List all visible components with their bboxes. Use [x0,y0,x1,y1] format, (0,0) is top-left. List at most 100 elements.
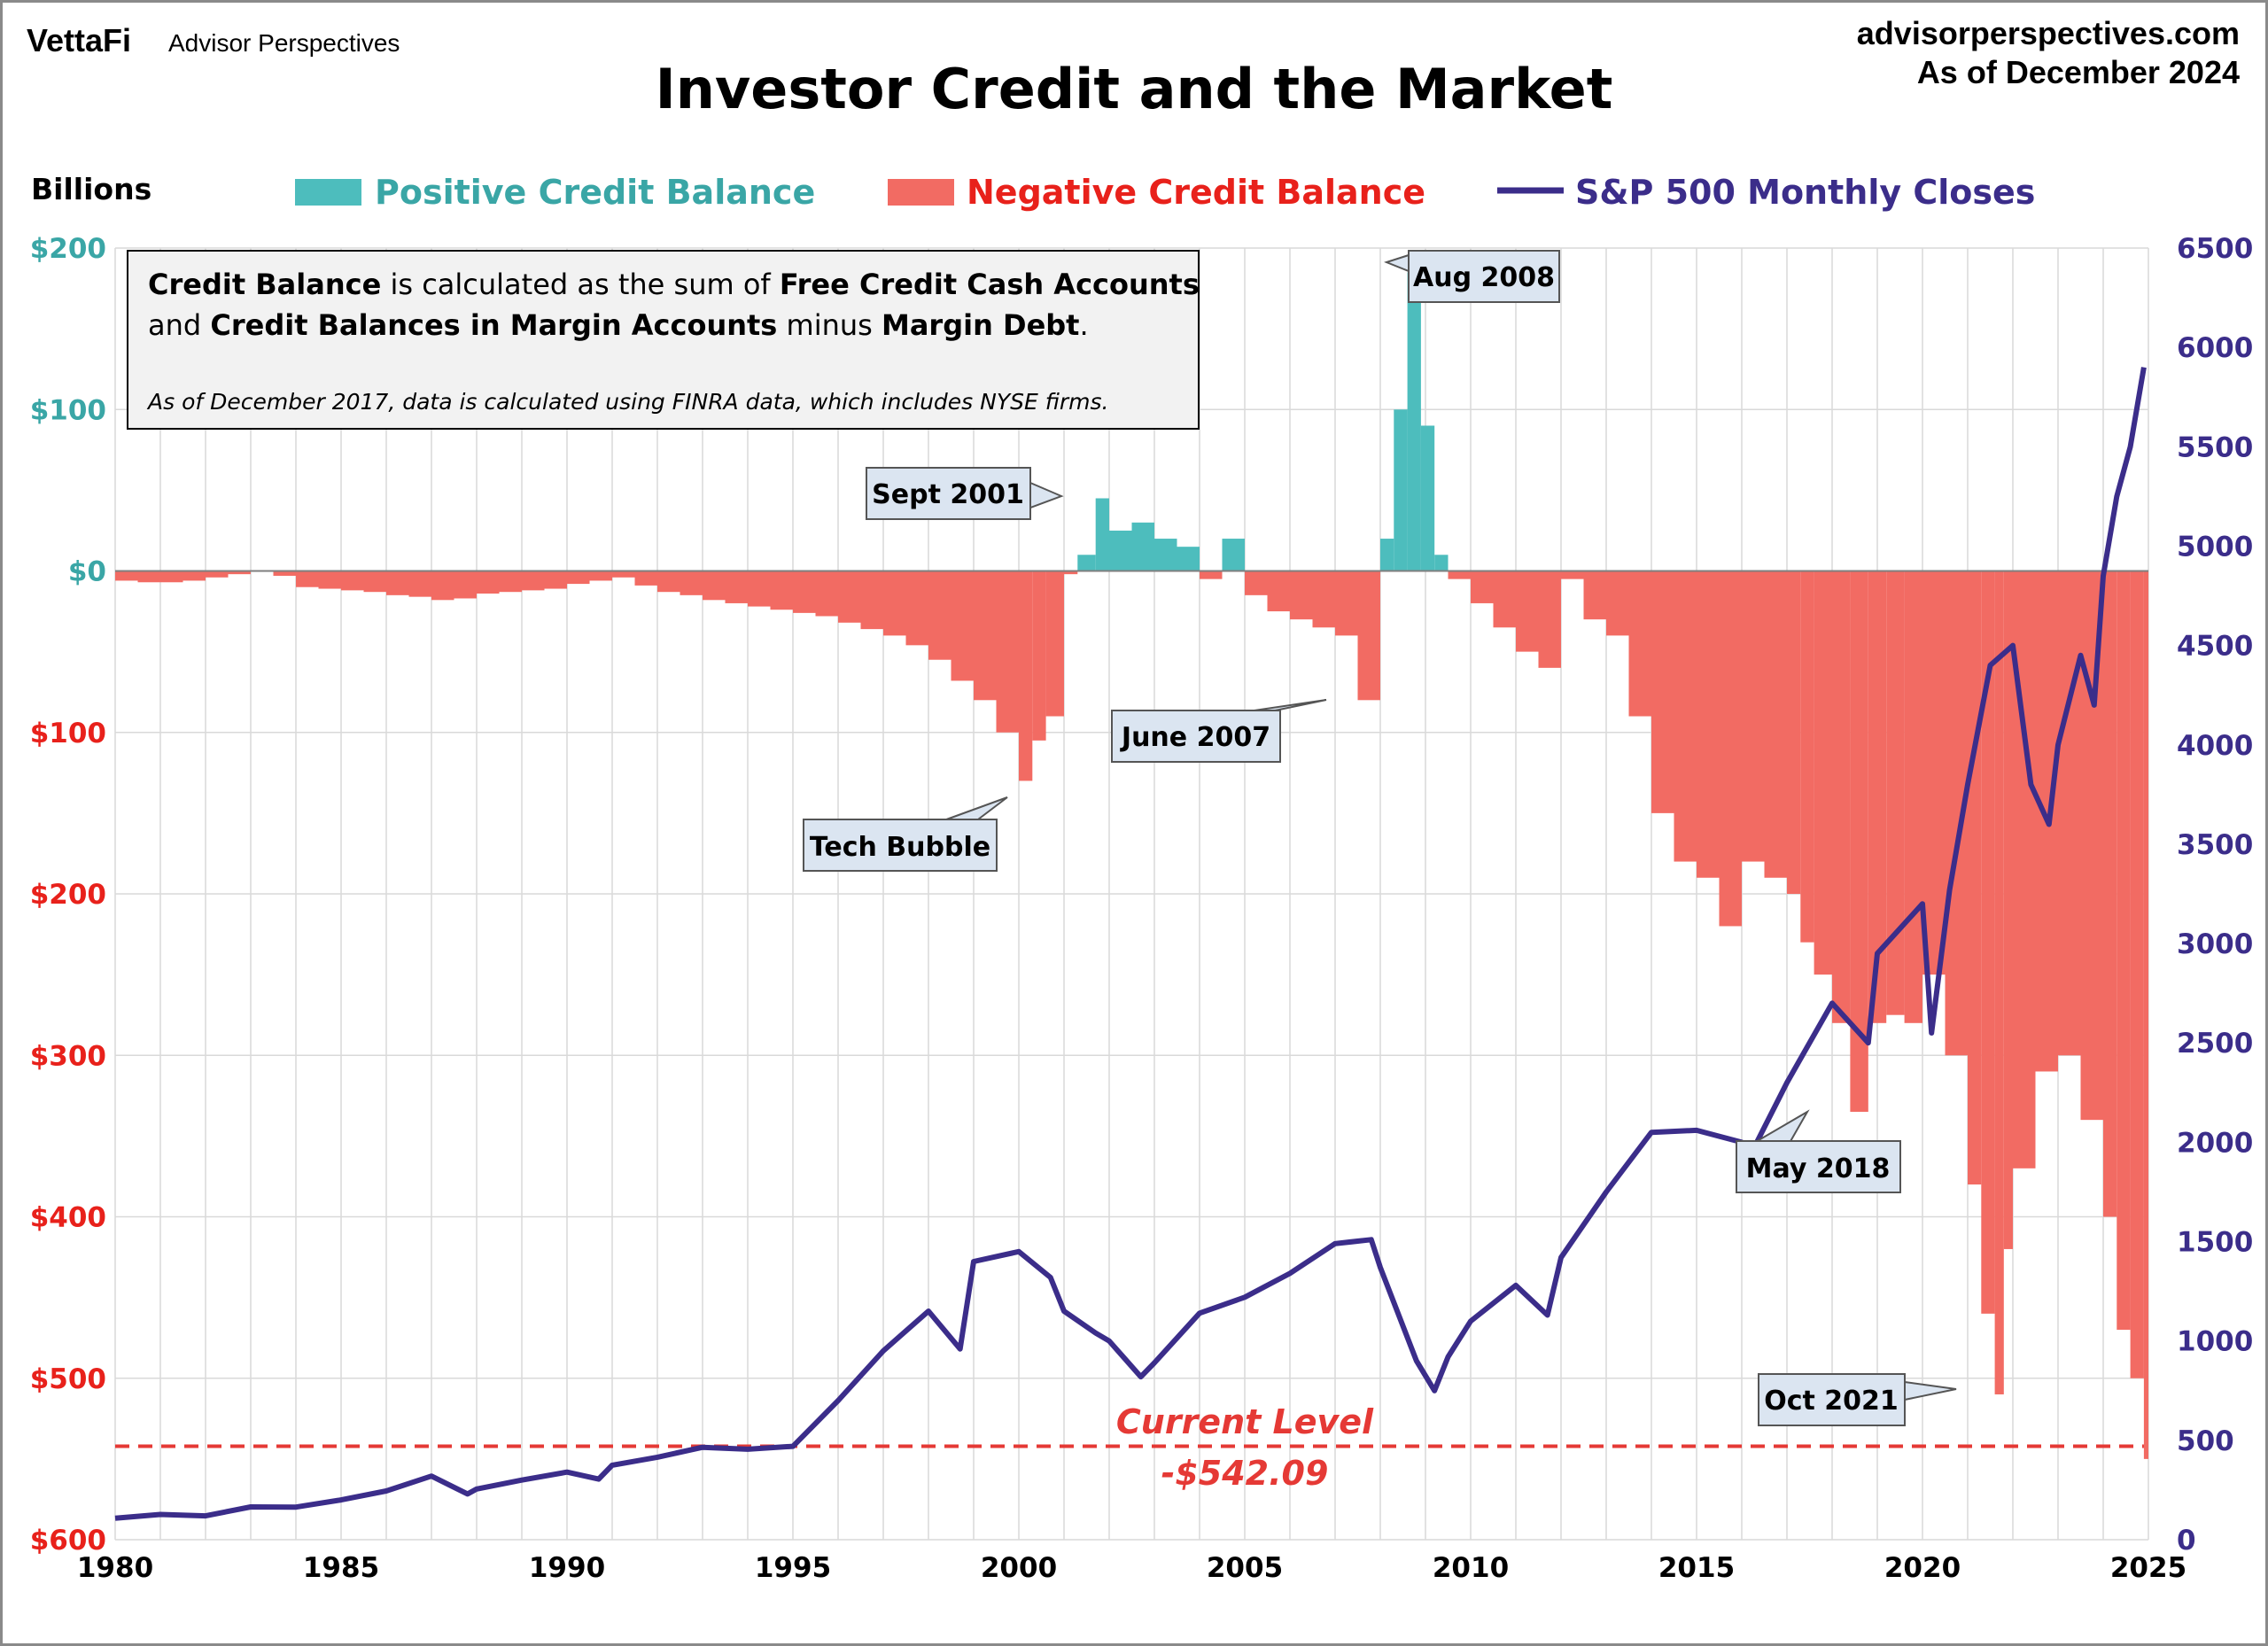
bar-negative [363,571,386,593]
right-tick-label: 4000 [2177,730,2253,762]
x-tick-label: 1995 [755,1552,831,1584]
x-tick-label: 2010 [1433,1552,1509,1584]
info-line-2: and Credit Balances in Margin Accounts m… [148,308,1089,342]
credit-balance-bars [115,272,2148,1459]
legend-swatch-positive [295,179,361,206]
bar-positive [1434,555,1449,571]
right-tick-label: 5500 [2177,431,2253,463]
bar-negative [160,571,183,583]
bar-negative [1719,571,1742,927]
brand-advisor-perspectives: Advisor Perspectives [168,29,400,57]
bar-negative [612,571,635,578]
bar-negative [115,571,138,581]
callout-june2007-label: June 2007 [1120,722,1270,753]
bar-negative [951,571,974,681]
left-tick-label: $500 [30,1363,106,1395]
bar-negative [770,571,793,610]
bar-negative [1032,571,1046,741]
bar-negative [1922,571,1946,975]
bar-positive [1131,522,1154,571]
bar-negative [1787,571,1801,894]
callout-oct2021: Oct 2021 [1758,1373,1957,1426]
bar-negative [318,571,341,589]
left-tick-label: $100 [30,394,106,426]
left-tick-label: $200 [30,233,106,265]
bar-negative [1471,571,1494,603]
bar-negative [589,571,612,581]
bar-negative [1800,571,1814,943]
bar-positive [1222,539,1245,571]
info-text-2: and [148,308,210,342]
x-tick-label: 1985 [303,1552,379,1584]
bar-positive [1095,498,1109,571]
right-tick-label: 6500 [2177,233,2253,265]
bar-negative [1267,571,1290,612]
info-term-margin-debt: Margin Debt [882,308,1079,342]
callout-techbubble: Tech Bubble [803,796,1008,872]
bar-negative [1981,571,1995,1314]
x-tick-label: 1990 [529,1552,605,1584]
left-tick-label: $0 [68,556,106,588]
bar-negative [1561,571,1584,579]
bar-negative [1335,571,1358,636]
info-line-1: Credit Balance is calculated as the sum … [148,268,1200,301]
bar-negative [1312,571,1335,628]
bar-negative [1904,571,1922,1023]
bar-negative [996,571,1019,733]
bar-negative [522,571,545,591]
y-axis-units: Billions [31,172,151,206]
bar-positive [1109,530,1132,571]
bar-negative [1850,571,1868,1113]
axes: $200 $100 $0 $100 $200 $300 $400 $500 $600 6500 60… [30,233,2254,1584]
callout-june2007: June 2007 [1111,699,1327,763]
bar-negative [228,571,251,575]
bar-negative [408,571,431,597]
right-tick-label: 3500 [2177,829,2253,861]
as-of-date: As of December 2024 [1917,54,2240,90]
callout-oct2021-label: Oct 2021 [1764,1386,1899,1417]
x-tick-label: 1980 [77,1552,153,1584]
bar-negative [1045,571,1064,717]
bar-negative [137,571,160,583]
info-term-credit-balance: Credit Balance [148,268,381,301]
right-tick-label: 2500 [2177,1028,2253,1060]
bar-negative [1290,571,1313,620]
callout-aug2008-label: Aug 2008 [1413,262,1555,293]
info-box-frame [127,250,1200,430]
bar-negative [341,571,364,591]
bar-negative [1814,571,1832,975]
site-url: advisorperspectives.com [1857,15,2240,51]
bar-negative [1674,571,1697,862]
bar-negative [544,571,567,589]
bar-negative [1200,571,1223,579]
bar-positive [1077,555,1096,571]
bar-negative [1538,571,1561,668]
bar-negative [2143,571,2148,1459]
bar-negative [1516,571,1539,652]
bar-negative [1628,571,1651,717]
bar-negative [1357,571,1380,701]
bar-negative [1968,571,1982,1185]
x-tick-label: 2025 [2110,1552,2186,1584]
bar-negative [1064,571,1078,575]
callout-may2018: May 2018 [1736,1109,1901,1193]
chart-title: Investor Credit and the Market [656,57,1613,121]
legend-label-positive: Positive Credit Balance [375,173,815,212]
bar-positive [1420,425,1435,571]
bar-negative [1697,571,1720,878]
bar-positive [1177,547,1200,571]
brand-vettafi: VettaFi [27,22,131,58]
legend-label-negative: Negative Credit Balance [967,173,1425,212]
legend-swatch-negative [888,179,954,206]
right-tick-label: 5000 [2177,531,2253,563]
bar-negative [1651,571,1674,813]
bar-negative [748,571,771,607]
bar-negative [793,571,816,613]
bar-negative [680,571,703,595]
right-tick-label: 3000 [2177,928,2253,960]
bar-negative [454,571,477,599]
left-tick-label: $600 [30,1525,106,1557]
current-level-value: -$542.09 [1161,1454,1329,1493]
x-tick-label: 2020 [1884,1552,1961,1584]
